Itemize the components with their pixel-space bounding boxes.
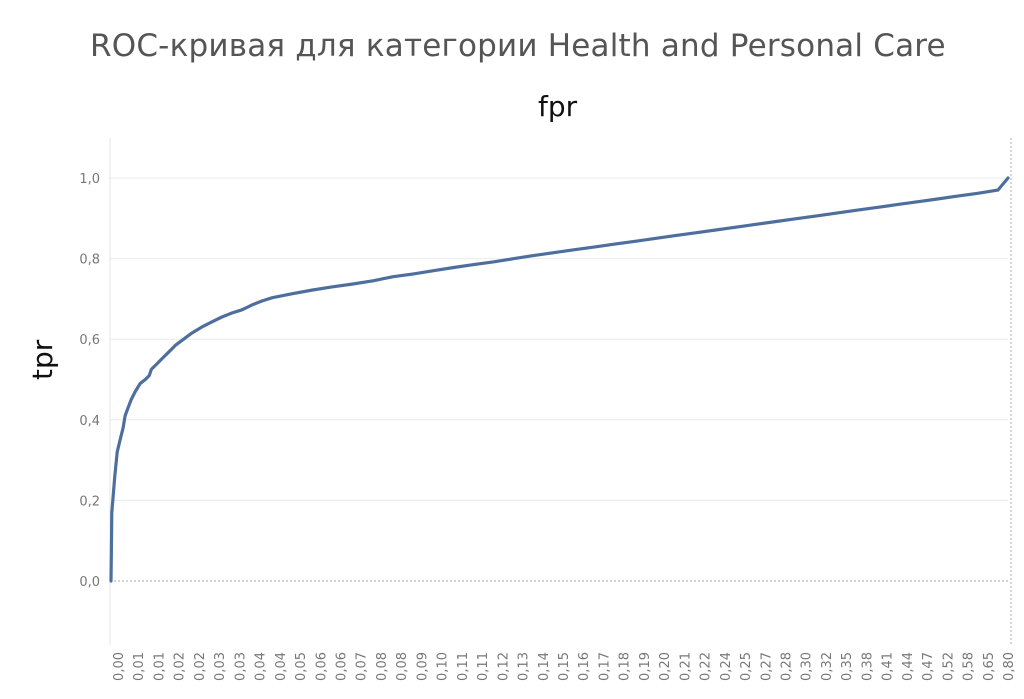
x-tick-label: 0,65 [982,652,997,681]
x-tick-label: 0,01 [152,652,167,681]
x-tick-label: 0,05 [294,652,309,681]
chart-title: ROC-кривая для категории Health and Pers… [90,28,946,64]
x-tick-label: 0,19 [638,652,653,681]
x-tick-label: 0,08 [375,652,390,681]
x-tick-label: 0,08 [395,652,410,681]
x-axis-ticks: 0,00 0,01 0,01 0,02 0,02 0,03 0,03 0,04 0,04 0,05… [112,652,1017,681]
x-tick-label: 0,06 [335,652,350,681]
y-tick-label: 0,6 [79,333,100,348]
x-tick-label: 0,04 [274,652,289,681]
y-tick-label: 1,0 [79,172,100,187]
y-tick-label: 0,8 [79,253,100,268]
x-tick-label: 0,58 [962,652,977,681]
x-tick-label: 0,22 [699,652,714,681]
x-tick-label: 0,24 [719,652,734,681]
x-tick-label: 0,30 [800,652,815,681]
x-tick-label: 0,13 [517,652,532,681]
gridlines [109,138,1012,645]
y-tick-label: 0,2 [79,494,100,509]
x-tick-label: 0,15 [557,652,572,681]
x-tick-label: 0,20 [658,652,673,681]
x-tick-label: 0,07 [355,652,370,681]
x-tick-label: 0,80 [1002,652,1017,681]
x-axis-title: fpr [538,90,578,123]
x-tick-label: 0,47 [921,652,936,681]
x-tick-label: 0,00 [112,652,127,681]
x-tick-label: 0,35 [840,652,855,681]
x-tick-label: 0,02 [173,652,188,681]
x-tick-label: 0,04 [254,652,269,681]
x-tick-label: 0,03 [213,652,228,681]
x-tick-label: 0,28 [780,652,795,681]
x-tick-label: 0,11 [476,652,491,681]
x-tick-label: 0,21 [678,652,693,681]
x-tick-label: 0,27 [759,652,774,681]
x-tick-label: 0,32 [820,652,835,681]
x-tick-label: 0,09 [415,652,430,681]
x-tick-label: 0,12 [496,652,511,681]
x-tick-label: 0,41 [881,652,896,681]
x-tick-label: 0,52 [941,652,956,681]
y-tick-label: 0,0 [79,575,100,590]
x-tick-label: 0,02 [193,652,208,681]
x-tick-label: 0,44 [901,652,916,681]
x-tick-label: 0,25 [739,652,754,681]
x-tick-label: 0,17 [597,652,612,681]
x-tick-label: 0,01 [132,652,147,681]
x-tick-label: 0,10 [436,652,451,681]
y-tick-label: 0,4 [79,414,100,429]
x-tick-label: 0,11 [456,652,471,681]
x-tick-label: 0,14 [537,652,552,681]
x-tick-label: 0,38 [860,652,875,681]
x-tick-label: 0,18 [618,652,633,681]
x-tick-label: 0,06 [314,652,329,681]
roc-curve-line [109,176,1010,583]
x-tick-label: 0,03 [233,652,248,681]
x-tick-label: 0,16 [577,652,592,681]
series-layer [109,176,1010,583]
y-axis-ticks: 0,0 0,2 0,4 0,6 0,8 1,0 [79,172,100,590]
